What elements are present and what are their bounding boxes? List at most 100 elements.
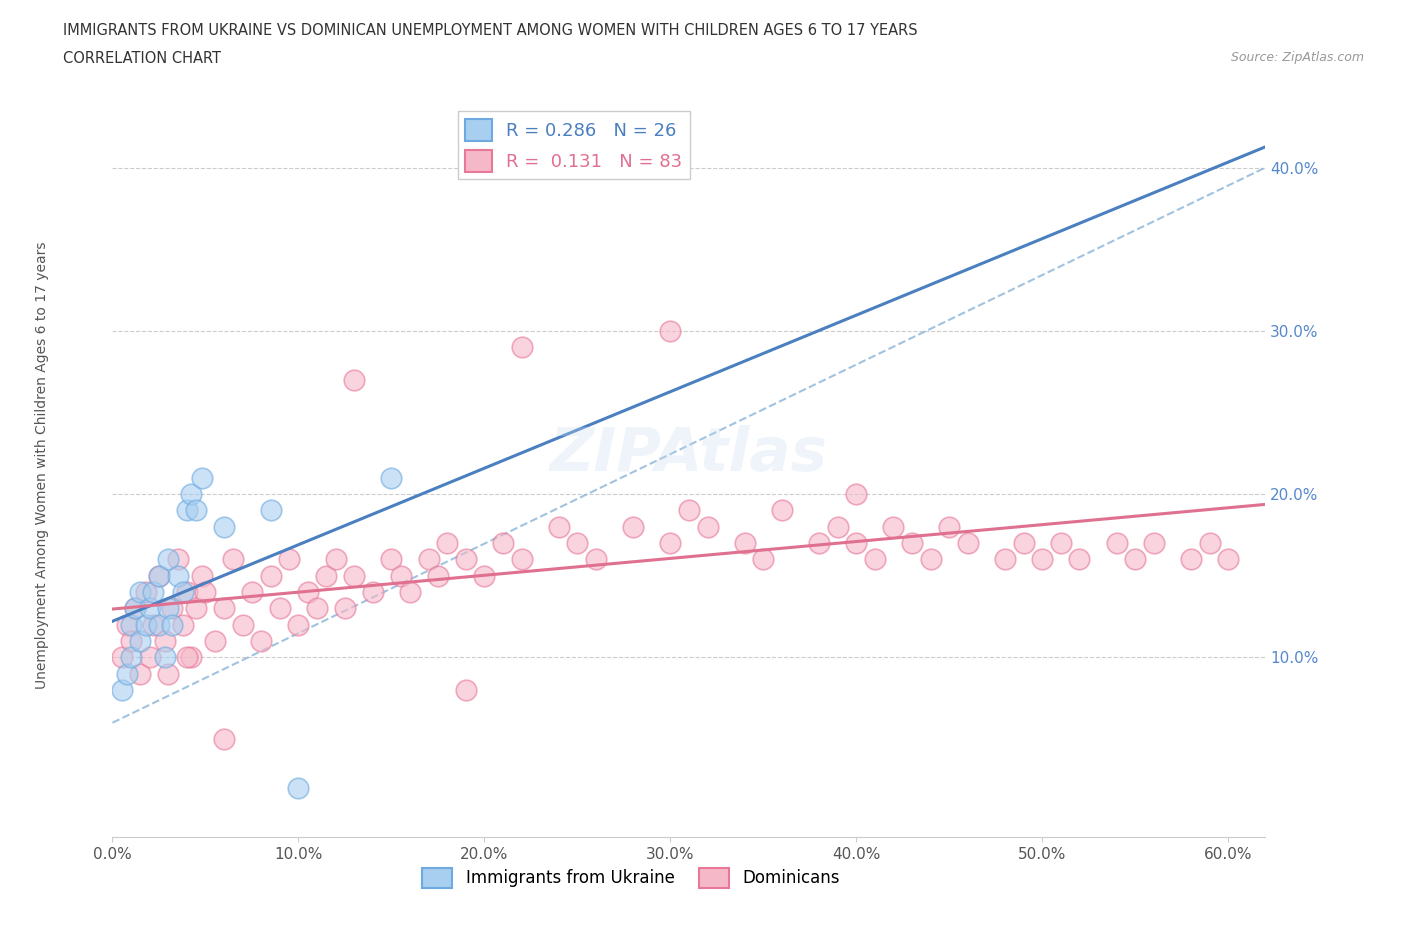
Point: [135, 618, 157, 632]
Point: [157, 666, 180, 681]
Text: CORRELATION CHART: CORRELATION CHART: [63, 51, 221, 66]
Point: [389, 568, 412, 583]
Point: [180, 650, 202, 665]
Point: [138, 601, 160, 616]
Point: [138, 650, 160, 665]
Point: [129, 585, 152, 600]
Point: [287, 780, 309, 795]
Point: [621, 519, 644, 534]
Text: Unemployment Among Women with Children Ages 6 to 17 years: Unemployment Among Women with Children A…: [35, 241, 49, 689]
Point: [212, 601, 235, 616]
Point: [190, 568, 212, 583]
Point: [994, 552, 1017, 567]
Point: [325, 552, 347, 567]
Point: [1198, 536, 1220, 551]
Point: [222, 552, 245, 567]
Point: [153, 650, 176, 665]
Point: [343, 372, 366, 387]
Point: [1069, 552, 1091, 567]
Point: [1143, 536, 1166, 551]
Point: [186, 503, 208, 518]
Point: [399, 585, 422, 600]
Point: [920, 552, 942, 567]
Point: [240, 585, 263, 600]
Point: [111, 650, 134, 665]
Point: [585, 552, 607, 567]
Point: [845, 536, 868, 551]
Point: [361, 585, 384, 600]
Point: [305, 601, 328, 616]
Point: [120, 650, 142, 665]
Point: [901, 536, 924, 551]
Point: [510, 339, 533, 354]
Point: [250, 633, 273, 648]
Point: [882, 519, 904, 534]
Point: [160, 601, 183, 616]
Point: [380, 552, 402, 567]
Point: [1105, 536, 1128, 551]
Point: [117, 666, 139, 681]
Point: [547, 519, 569, 534]
Point: [166, 552, 188, 567]
Point: [148, 568, 170, 583]
Point: [117, 618, 139, 632]
Point: [148, 568, 170, 583]
Point: [124, 601, 146, 616]
Point: [120, 618, 142, 632]
Point: [938, 519, 960, 534]
Point: [176, 585, 198, 600]
Text: ZIPAtlas: ZIPAtlas: [550, 425, 828, 485]
Point: [696, 519, 718, 534]
Point: [135, 585, 157, 600]
Point: [1050, 536, 1073, 551]
Point: [734, 536, 756, 551]
Point: [1123, 552, 1146, 567]
Point: [380, 471, 402, 485]
Point: [124, 601, 146, 616]
Point: [259, 503, 281, 518]
Text: Source: ZipAtlas.com: Source: ZipAtlas.com: [1230, 51, 1364, 64]
Point: [172, 585, 194, 600]
Point: [343, 568, 366, 583]
Point: [510, 552, 533, 567]
Point: [567, 536, 589, 551]
Point: [474, 568, 496, 583]
Point: [204, 633, 226, 648]
Point: [232, 618, 254, 632]
Point: [333, 601, 356, 616]
Point: [1031, 552, 1053, 567]
Legend: Immigrants from Ukraine, Dominicans: Immigrants from Ukraine, Dominicans: [416, 861, 846, 895]
Point: [176, 650, 198, 665]
Point: [315, 568, 337, 583]
Point: [120, 633, 142, 648]
Point: [827, 519, 849, 534]
Point: [845, 486, 868, 501]
Point: [190, 471, 212, 485]
Point: [194, 585, 217, 600]
Point: [770, 503, 793, 518]
Point: [863, 552, 886, 567]
Point: [111, 683, 134, 698]
Point: [157, 601, 180, 616]
Point: [142, 618, 165, 632]
Point: [278, 552, 301, 567]
Point: [157, 552, 180, 567]
Point: [956, 536, 979, 551]
Point: [160, 618, 183, 632]
Point: [186, 601, 208, 616]
Point: [808, 536, 831, 551]
Text: IMMIGRANTS FROM UKRAINE VS DOMINICAN UNEMPLOYMENT AMONG WOMEN WITH CHILDREN AGES: IMMIGRANTS FROM UKRAINE VS DOMINICAN UNE…: [63, 23, 918, 38]
Point: [180, 486, 202, 501]
Point: [153, 633, 176, 648]
Point: [148, 618, 170, 632]
Point: [454, 552, 477, 567]
Point: [129, 666, 152, 681]
Point: [287, 618, 309, 632]
Point: [1218, 552, 1240, 567]
Point: [166, 568, 188, 583]
Point: [269, 601, 291, 616]
Point: [212, 732, 235, 747]
Point: [297, 585, 319, 600]
Point: [678, 503, 700, 518]
Point: [212, 519, 235, 534]
